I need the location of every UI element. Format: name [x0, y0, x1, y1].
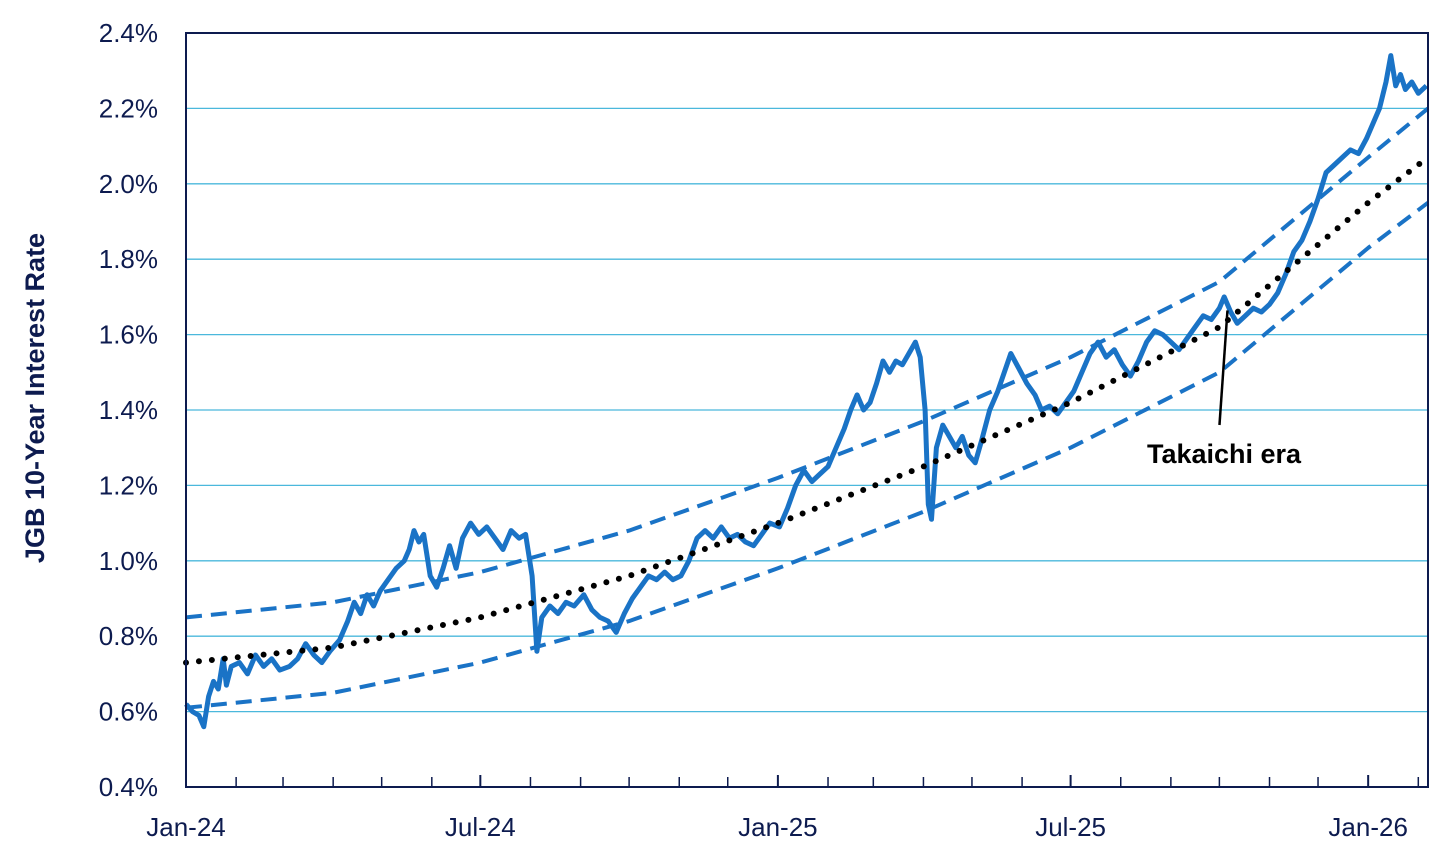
y-tick-label: 0.8% — [99, 621, 158, 651]
annotation: Takaichi era — [1147, 310, 1302, 469]
annotation-pointer — [1218, 310, 1229, 426]
x-tick-label: Jan-25 — [738, 812, 818, 842]
plot-border — [185, 32, 1429, 788]
y-tick-label: 1.6% — [99, 320, 158, 350]
x-tick-label: Jul-25 — [1035, 812, 1106, 842]
y-tick-label: 2.0% — [99, 169, 158, 199]
x-tick-label: Jul-24 — [445, 812, 516, 842]
rate-line — [184, 53, 1429, 730]
y-tick-label: 1.8% — [99, 244, 158, 274]
x-tick-label: Jan-26 — [1328, 812, 1408, 842]
grid-lines — [186, 32, 1428, 713]
y-tick-label: 1.2% — [99, 470, 158, 500]
y-tick-label: 2.2% — [99, 93, 158, 123]
y-tick-label: 1.4% — [99, 395, 158, 425]
x-tick-label: Jan-24 — [146, 812, 226, 842]
y-tick-label: 1.0% — [99, 546, 158, 576]
y-axis-label: JGB 10-Year Interest Rate — [20, 233, 50, 563]
y-tick-label: 0.4% — [99, 772, 158, 802]
lower-band-dashed-line — [185, 201, 1430, 710]
y-tick-labels: 0.4% 0.6% 0.8% 1.0% 1.2% 1.4% 1.6% 1.8% 2.0% 2.2%… — [99, 18, 158, 802]
y-tick-label: 0.6% — [99, 697, 158, 727]
upper-band-dashed-line — [185, 106, 1430, 620]
annotation-label: Takaichi era — [1147, 439, 1302, 469]
y-tick-label: 2.4% — [99, 18, 158, 48]
series-group — [183, 53, 1431, 730]
x-tick-labels: Jan-24 Jul-24 Jan-25 Jul-25 Jan-26 — [146, 812, 1408, 842]
trend-dotted-line — [183, 154, 1431, 666]
plot-frame — [185, 32, 1429, 788]
